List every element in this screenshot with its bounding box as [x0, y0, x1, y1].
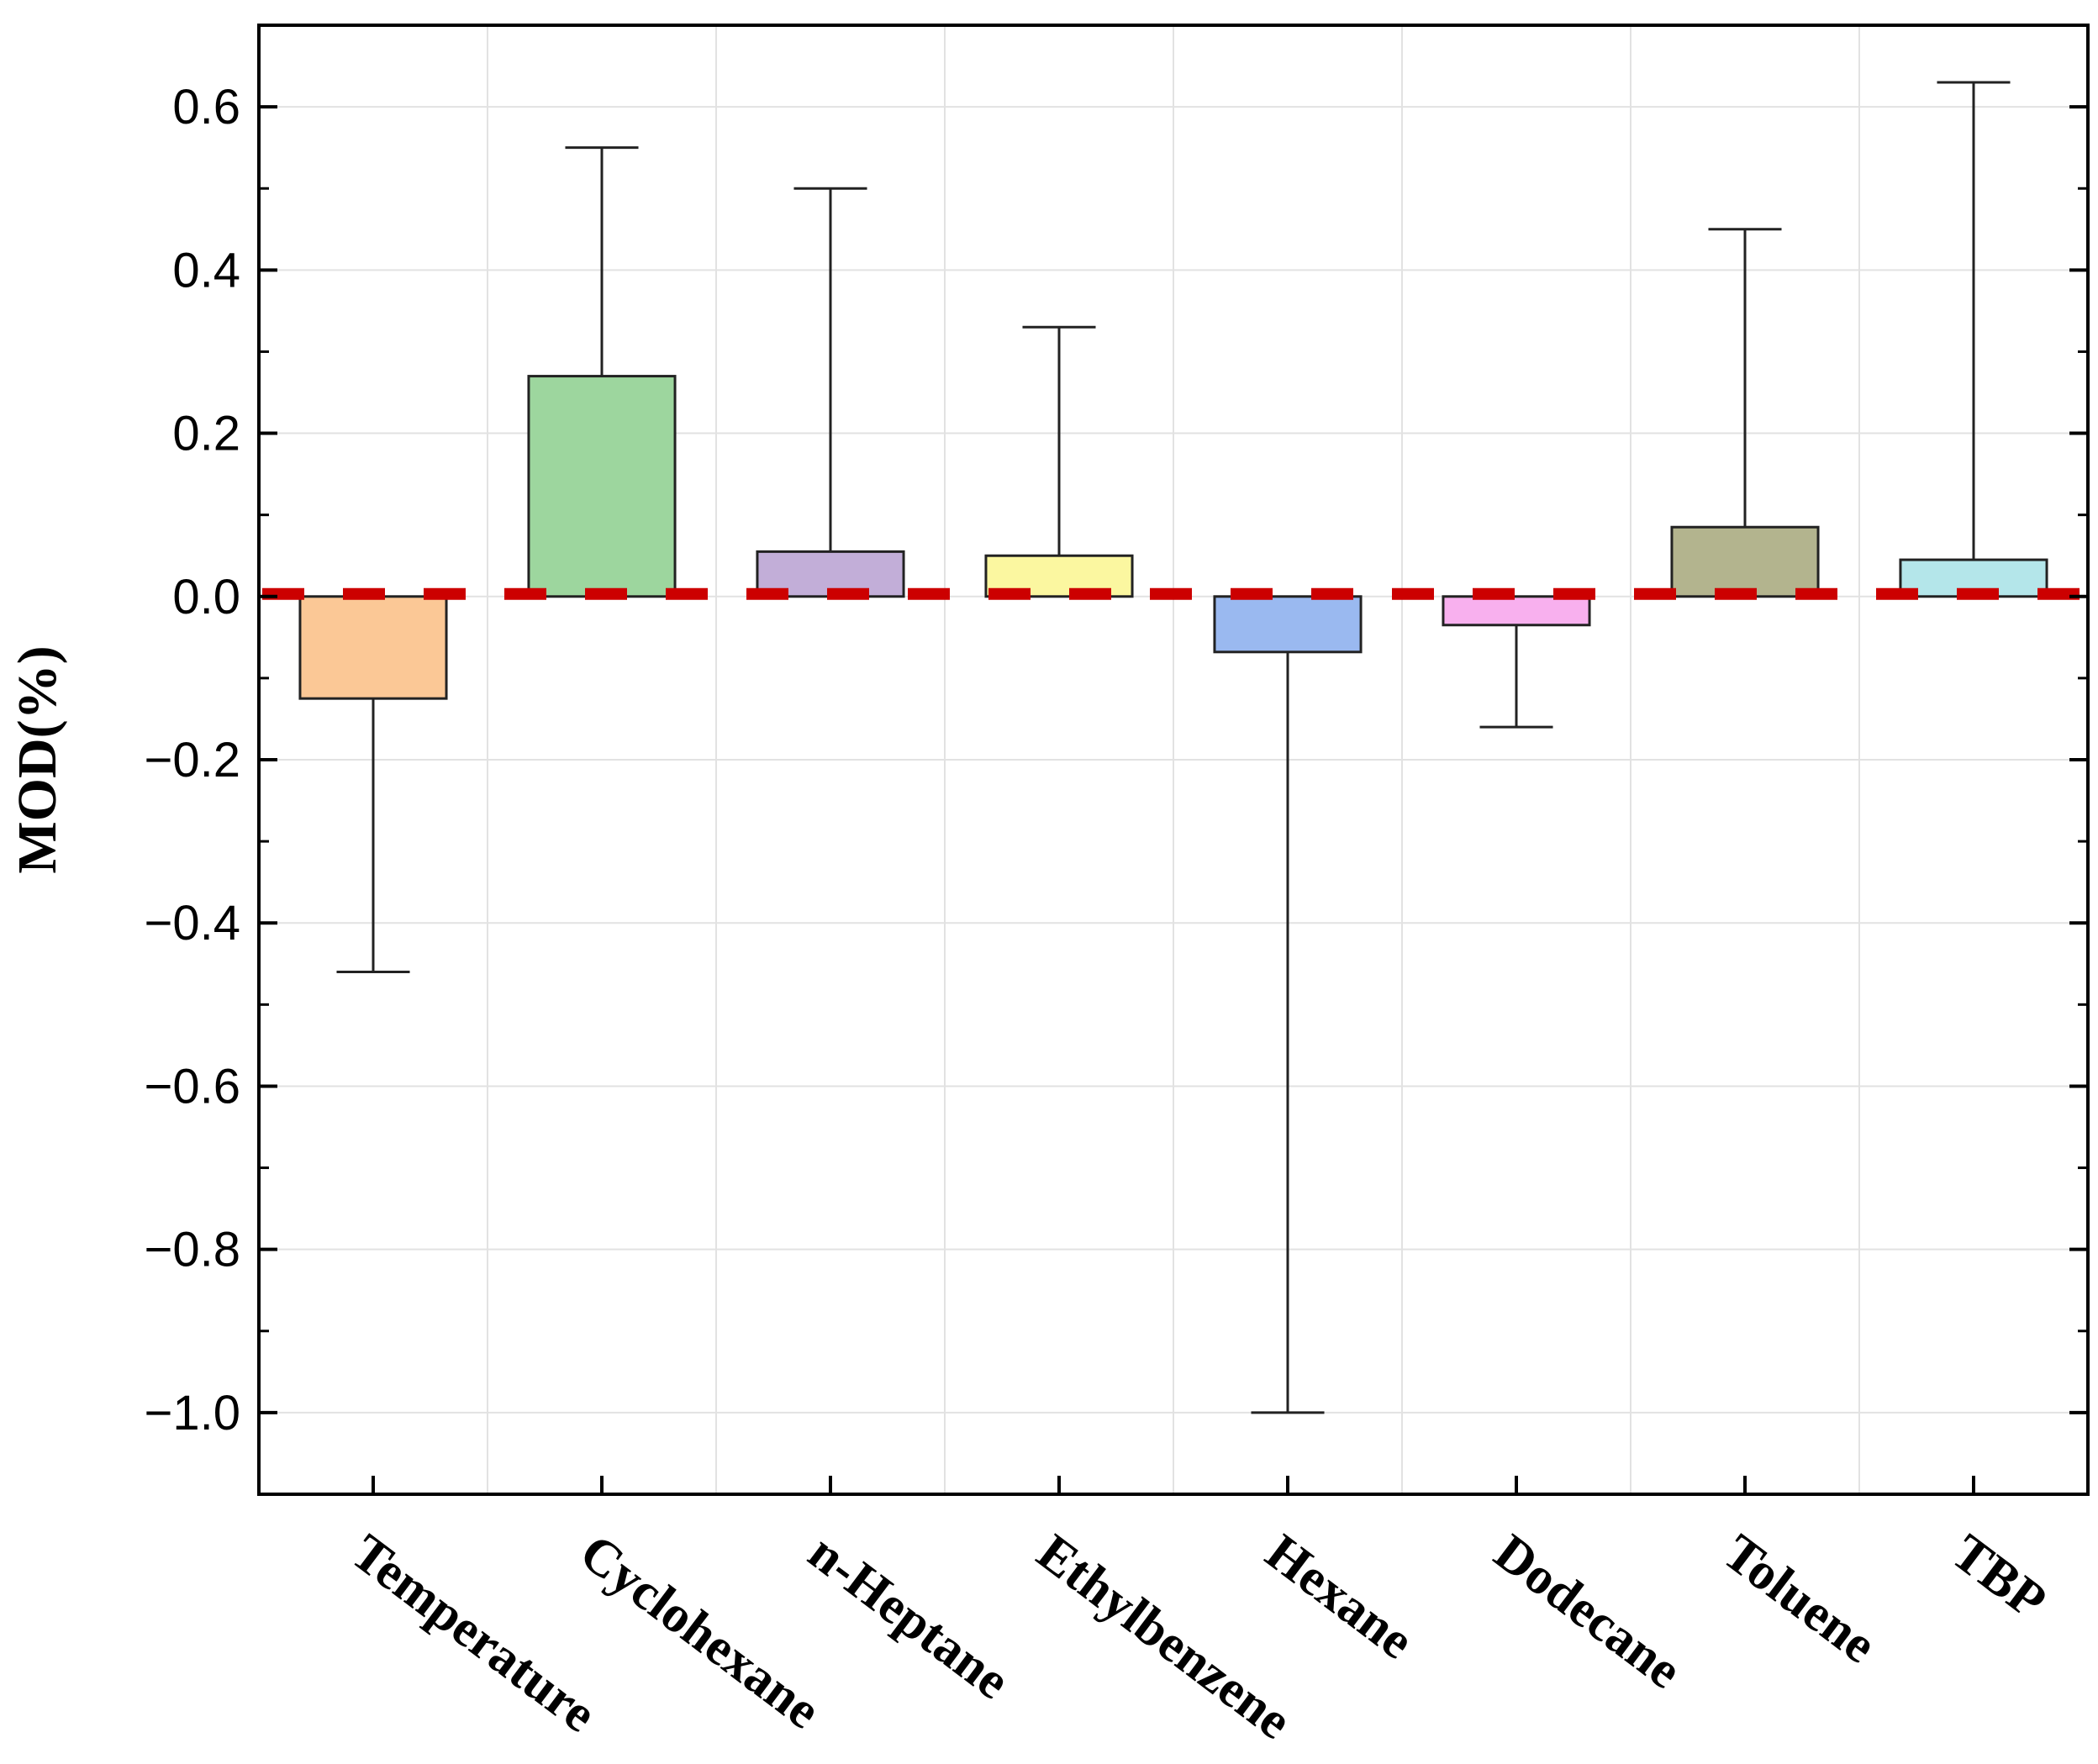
y-axis-title: MOD(%) [7, 645, 68, 873]
y-tick-label: −0.6 [145, 1059, 241, 1114]
bar-layer [298, 375, 2048, 700]
bar-hexane [1213, 595, 1363, 654]
bar-toluene [1670, 525, 1820, 598]
y-tick-label: 0.2 [172, 407, 240, 461]
y-tick-label: −0.4 [145, 896, 241, 950]
error-bar-layer [336, 81, 2011, 1414]
y-tick-label: 0.6 [172, 80, 240, 134]
y-tick-label: −0.8 [145, 1223, 241, 1277]
bar-temperature [298, 595, 448, 700]
y-tick-label: 0.4 [172, 243, 240, 298]
y-tick-label: −0.2 [145, 733, 241, 787]
y-tick-label: 0.0 [172, 570, 240, 624]
bar-dodecane [1442, 595, 1591, 627]
tick-layer [259, 24, 2088, 1496]
y-tick-label: −1.0 [145, 1386, 241, 1440]
bar-cyclohexane [527, 375, 677, 598]
